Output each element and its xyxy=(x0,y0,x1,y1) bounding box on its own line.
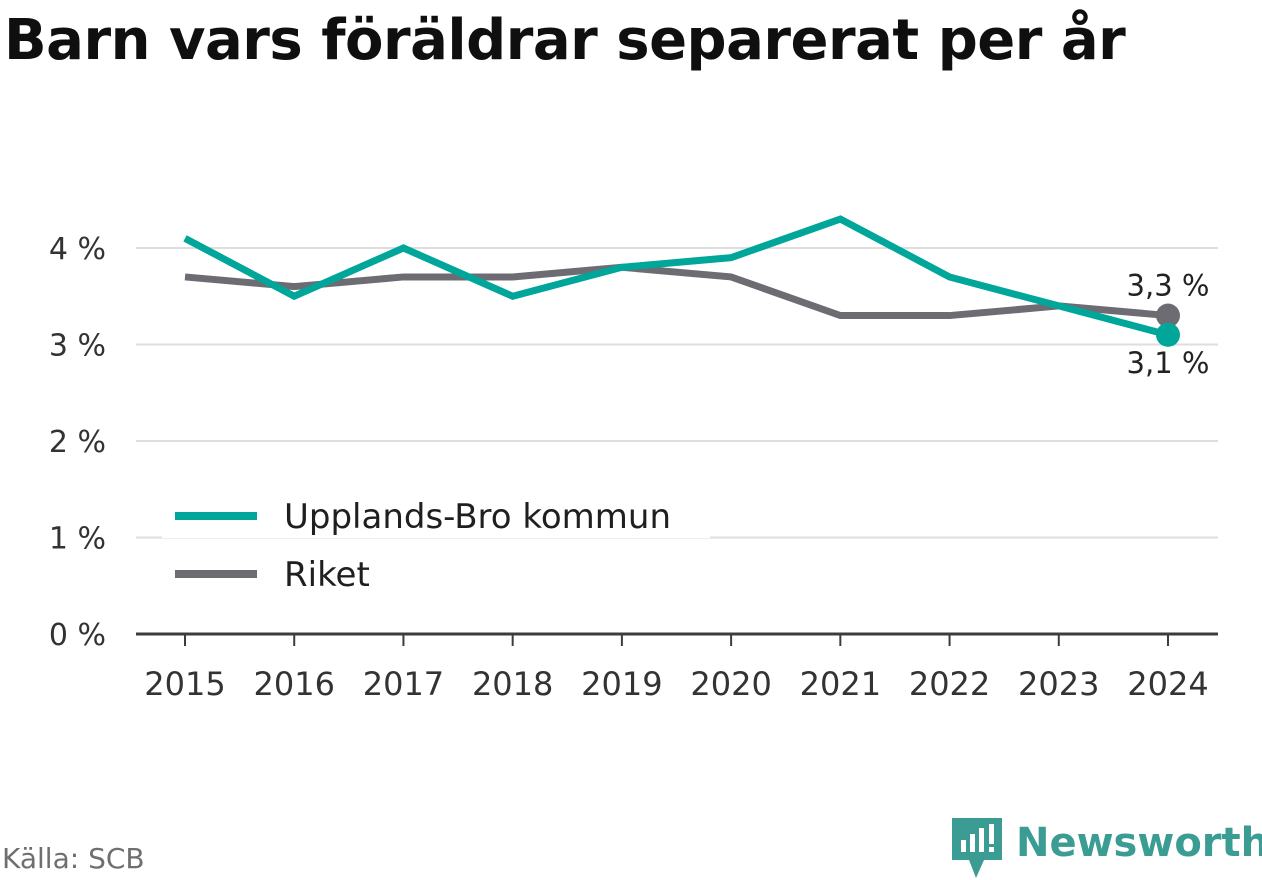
source-note: Källa: SCB xyxy=(2,842,145,875)
series-lines xyxy=(183,215,1180,347)
y-tick-label: 4 % xyxy=(49,232,106,267)
x-tick-label: 2016 xyxy=(254,665,335,703)
y-tick-label: 3 % xyxy=(49,329,106,364)
end-labels: 3,3 % 3,1 % xyxy=(1127,269,1210,380)
chart-title: Barn vars föräldrar separerat per år xyxy=(4,8,1126,73)
y-tick-label: 1 % xyxy=(49,522,106,557)
x-tick-label: 2015 xyxy=(144,665,225,703)
end-value-label: 3,3 % xyxy=(1127,269,1210,303)
y-tick-label: 0 % xyxy=(49,618,106,653)
x-tick-label: 2022 xyxy=(909,665,990,703)
x-tick-label: 2023 xyxy=(1018,665,1099,703)
newsworthy-logo: Newsworthy xyxy=(952,818,1262,878)
legend-label: Upplands-Bro kommun xyxy=(284,497,671,537)
newsworthy-logo-icon xyxy=(952,818,1002,878)
x-tick-label: 2021 xyxy=(800,665,881,703)
series-end-point xyxy=(1156,303,1180,328)
legend-label: Riket xyxy=(284,555,370,595)
x-tick-label: 2017 xyxy=(363,665,444,703)
x-tick-label: 2018 xyxy=(472,665,553,703)
series-line xyxy=(183,215,1169,339)
newsworthy-logo-text: Newsworthy xyxy=(1016,820,1262,866)
legend: Upplands-Bro kommun Riket xyxy=(162,486,710,595)
y-axis-tick-labels: 0 % 1 % 2 % 3 % 4 % xyxy=(49,232,106,653)
x-tick-label: 2019 xyxy=(581,665,662,703)
x-tick-label: 2024 xyxy=(1127,665,1208,703)
y-tick-label: 2 % xyxy=(49,425,106,460)
series-line xyxy=(184,263,1169,320)
x-axis: 2015 2016 2017 2018 2019 2020 2021 2022 2023 2024 xyxy=(136,632,1218,703)
series-end-point xyxy=(1156,322,1180,347)
x-tick-label: 2020 xyxy=(690,665,771,703)
end-value-label: 3,1 % xyxy=(1127,346,1210,380)
